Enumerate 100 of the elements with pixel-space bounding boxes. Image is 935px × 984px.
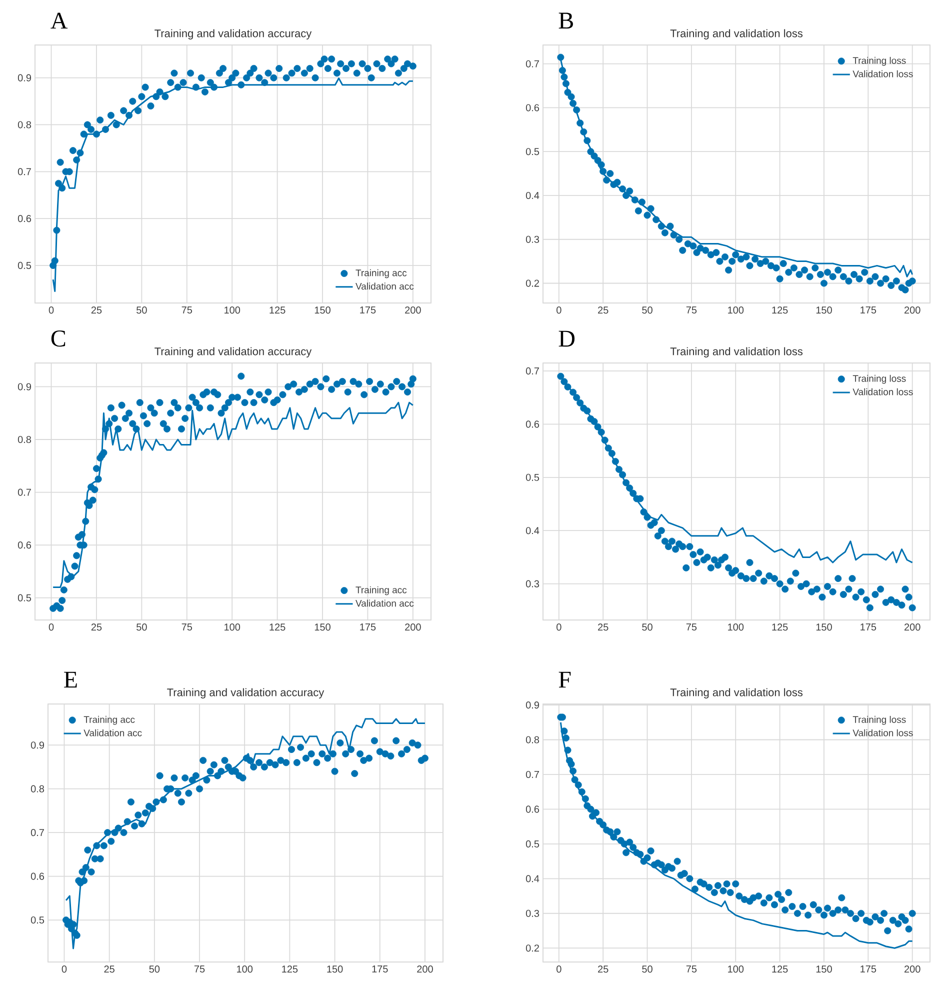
x-tick-label: 50 bbox=[136, 624, 147, 631]
x-tick-label: 0 bbox=[556, 966, 562, 973]
x-tick-label: 75 bbox=[194, 966, 205, 973]
x-tick-label: 150 bbox=[816, 306, 832, 314]
x-tick-label: 75 bbox=[686, 306, 697, 314]
y-tick-label: 0.3 bbox=[526, 580, 540, 588]
y-tick-label: 0.6 bbox=[30, 872, 44, 880]
y-tick-label: 0.6 bbox=[18, 215, 32, 222]
x-tick-label: 0 bbox=[556, 306, 562, 314]
x-tick-label: 0 bbox=[556, 624, 562, 631]
x-tick-label: 75 bbox=[686, 624, 697, 630]
legend-label: Training acc bbox=[356, 586, 407, 596]
chart-title: Training and validation loss bbox=[670, 29, 803, 40]
legend-label: Validation loss bbox=[852, 729, 913, 736]
y-tick-label: 0.5 bbox=[526, 840, 540, 848]
x-tick-label: 125 bbox=[772, 966, 788, 973]
chart-title: Training and validation loss bbox=[670, 347, 803, 358]
text: D bbox=[558, 330, 575, 347]
x-tick-label: 50 bbox=[642, 306, 652, 314]
x-tick-label: 175 bbox=[860, 624, 876, 630]
chart-title: Training and validation accuracy bbox=[167, 688, 324, 698]
text: E bbox=[64, 672, 77, 688]
y-tick-label: 0.4 bbox=[526, 192, 540, 200]
y-tick-label: 0.8 bbox=[18, 121, 32, 128]
x-tick-label: 100 bbox=[237, 966, 253, 973]
y-tick-label: 0.5 bbox=[526, 148, 540, 156]
x-tick-label: 25 bbox=[598, 624, 608, 631]
text: B bbox=[558, 12, 573, 29]
y-tick-label: 0.8 bbox=[18, 436, 32, 444]
y-tick-label: 0.6 bbox=[526, 806, 540, 813]
x-tick-label: 125 bbox=[772, 306, 788, 314]
y-tick-label: 0.5 bbox=[18, 594, 32, 602]
y-tick-label: 0.7 bbox=[18, 168, 31, 176]
x-tick-label: 150 bbox=[816, 966, 832, 973]
x-tick-label: 0 bbox=[62, 966, 67, 973]
x-tick-label: 100 bbox=[728, 966, 744, 973]
x-tick-label: 125 bbox=[282, 966, 298, 973]
y-tick-label: 0.5 bbox=[18, 262, 32, 269]
legend-label: Training loss bbox=[852, 56, 906, 66]
x-tick-label: 150 bbox=[314, 306, 330, 314]
y-tick-label: 0.6 bbox=[18, 542, 32, 549]
legend-label: Validation acc bbox=[84, 729, 142, 736]
x-tick-label: 200 bbox=[417, 966, 433, 973]
x-tick-label: 125 bbox=[772, 624, 788, 631]
y-tick-label: 0.8 bbox=[30, 785, 44, 792]
legend-label: Training acc bbox=[84, 716, 135, 725]
x-tick-label: 200 bbox=[405, 624, 421, 631]
x-tick-label: 75 bbox=[182, 624, 192, 630]
y-tick-label: 0.9 bbox=[526, 701, 540, 709]
x-tick-label: 200 bbox=[904, 624, 920, 631]
x-tick-label: 75 bbox=[686, 966, 697, 973]
y-tick-label: 0.9 bbox=[30, 742, 44, 749]
y-tick-label: 0.5 bbox=[30, 916, 44, 924]
legend-label: Validation acc bbox=[356, 282, 414, 290]
x-tick-label: 50 bbox=[642, 624, 652, 631]
x-tick-label: 150 bbox=[327, 966, 343, 973]
x-tick-label: 50 bbox=[149, 966, 160, 973]
x-tick-label: 200 bbox=[405, 306, 421, 314]
y-tick-label: 0.7 bbox=[526, 770, 539, 778]
y-tick-label: 0.6 bbox=[526, 420, 540, 428]
legend-label: Validation acc bbox=[356, 600, 414, 607]
y-tick-label: 0.6 bbox=[526, 104, 540, 112]
legend-label: Validation loss bbox=[852, 388, 913, 396]
x-tick-label: 175 bbox=[860, 966, 876, 973]
y-tick-label: 0.4 bbox=[526, 875, 540, 882]
chart-title: Training and validation accuracy bbox=[154, 347, 312, 358]
x-tick-label: 50 bbox=[642, 966, 652, 973]
x-tick-label: 125 bbox=[270, 306, 286, 314]
legend-label: Training loss bbox=[852, 374, 906, 384]
x-tick-label: 100 bbox=[224, 306, 240, 314]
chart-title: Training and validation accuracy bbox=[154, 29, 312, 40]
x-tick-label: 175 bbox=[860, 306, 876, 314]
x-tick-label: 50 bbox=[136, 306, 147, 314]
text: C bbox=[51, 330, 66, 347]
x-tick-label: 125 bbox=[270, 624, 286, 631]
x-tick-label: 100 bbox=[728, 306, 744, 314]
x-tick-label: 200 bbox=[904, 306, 920, 314]
x-tick-label: 0 bbox=[48, 306, 54, 314]
x-tick-label: 100 bbox=[728, 624, 744, 631]
y-tick-label: 0.9 bbox=[18, 383, 32, 390]
y-tick-label: 0.3 bbox=[526, 236, 540, 243]
text: A bbox=[50, 12, 68, 29]
y-tick-label: 0.7 bbox=[526, 60, 539, 68]
y-tick-label: 0.7 bbox=[18, 488, 31, 496]
y-tick-label: 0.8 bbox=[526, 736, 540, 744]
x-tick-label: 175 bbox=[372, 966, 388, 973]
x-tick-label: 25 bbox=[91, 306, 102, 314]
x-tick-label: 25 bbox=[91, 624, 102, 631]
chart-title: Training and validation loss bbox=[670, 688, 803, 698]
text: F bbox=[558, 672, 571, 688]
legend-label: Training acc bbox=[356, 269, 407, 278]
y-tick-label: 0.2 bbox=[526, 944, 539, 952]
legend-label: Validation loss bbox=[852, 70, 913, 78]
x-tick-label: 75 bbox=[182, 306, 192, 314]
y-tick-label: 0.9 bbox=[18, 74, 32, 82]
y-tick-label: 0.7 bbox=[30, 829, 44, 836]
y-tick-label: 0.3 bbox=[526, 910, 540, 917]
x-tick-label: 25 bbox=[598, 966, 608, 973]
y-tick-label: 0.4 bbox=[526, 527, 540, 534]
y-tick-label: 0.2 bbox=[526, 280, 539, 287]
